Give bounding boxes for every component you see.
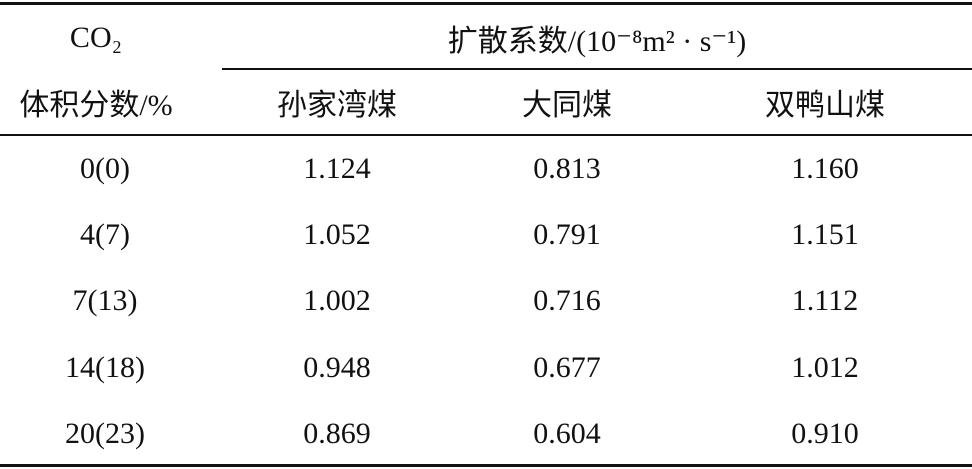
- row-label: 20(23): [65, 416, 145, 450]
- table-cell: 1.112: [791, 284, 859, 318]
- row-label: 4(7): [80, 218, 130, 252]
- table-cell: 1.012: [791, 350, 859, 384]
- table-cell: 1.124: [303, 152, 371, 185]
- table-cell: 1.002: [303, 284, 371, 318]
- table-cell: 0.813: [533, 152, 601, 185]
- column-header: 双鸭山煤: [765, 89, 885, 122]
- row-label: 14(18): [65, 350, 145, 384]
- table-cell: 0.948: [303, 350, 371, 384]
- row-label: 7(13): [72, 284, 138, 318]
- top-rule: [0, 2, 972, 5]
- header-rule: [0, 134, 972, 136]
- table-cell: 0.791: [533, 218, 601, 252]
- row-label: 0(0): [80, 152, 130, 185]
- table-cell: 1.052: [303, 218, 371, 252]
- table-cell: 0.716: [533, 284, 601, 318]
- table-cell: 0.604: [533, 416, 601, 450]
- row-label-header: CO₂: [69, 21, 123, 54]
- table-cell: 1.151: [791, 218, 859, 252]
- table-cell: 0.677: [533, 350, 601, 384]
- group-rule: [222, 68, 972, 70]
- table-cell: 1.160: [791, 152, 859, 185]
- table-cell: 0.869: [303, 416, 371, 450]
- group-header: 扩散系数/(10⁻⁸m² · s⁻¹): [447, 25, 747, 58]
- bottom-rule: [0, 464, 972, 467]
- column-header: 孙家湾煤: [277, 89, 397, 122]
- column-header: 大同煤: [522, 89, 612, 122]
- row-label-header: 体积分数/%: [19, 89, 173, 122]
- table-cell: 0.910: [791, 416, 859, 450]
